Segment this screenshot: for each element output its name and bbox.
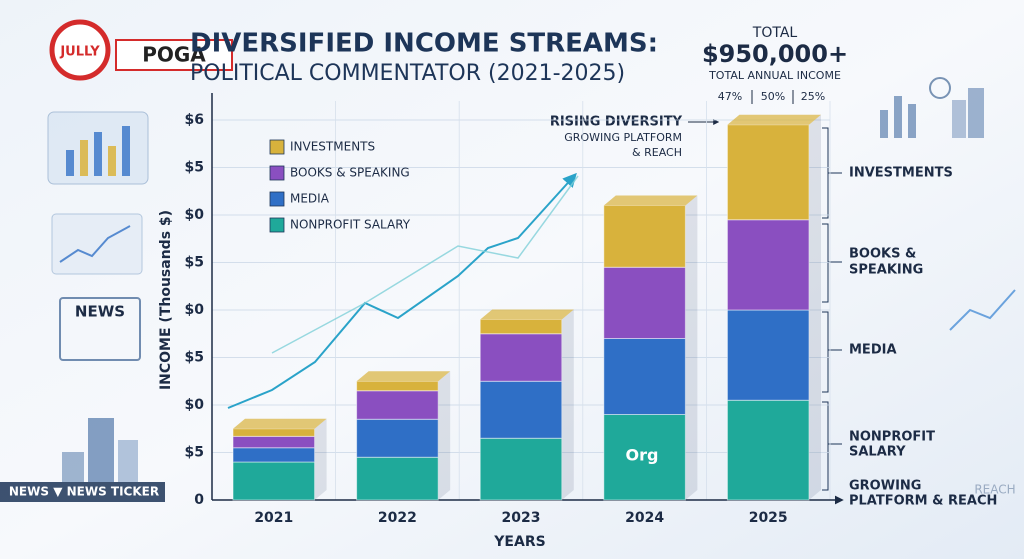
legend-swatch <box>269 139 285 155</box>
total-share: 25% <box>801 90 825 103</box>
bar-side <box>438 371 451 500</box>
side-label: MEDIA <box>849 343 897 358</box>
annotation: & REACH <box>632 146 682 159</box>
bar-segment <box>479 380 563 439</box>
side-label: BOOKS & <box>849 247 916 262</box>
logo-text: POGA <box>142 43 206 67</box>
bar-segment <box>232 447 316 463</box>
right-decor <box>880 77 1016 331</box>
bar-segment <box>603 266 686 339</box>
left-decor <box>0 111 165 502</box>
y-tick-label: $6 <box>185 112 204 128</box>
bar-segment <box>726 399 810 501</box>
legend-swatch <box>269 191 285 207</box>
bar-cap <box>603 195 698 206</box>
total-amount: $950,000+ <box>702 40 848 68</box>
bar-segment <box>356 390 439 420</box>
side-label: GROWING <box>849 479 921 494</box>
bar-segment <box>232 461 316 501</box>
bar-segment <box>726 309 810 401</box>
bar-segment <box>232 428 316 437</box>
x-tick-label: 2023 <box>502 510 541 526</box>
legend-label: NONPROFIT SALARY <box>290 218 411 232</box>
total-share: 47% <box>718 90 742 103</box>
y-tick-label: 0 <box>194 492 204 508</box>
x-tick-label: 2021 <box>254 510 293 526</box>
y-tick-label: $5 <box>185 255 204 271</box>
y-tick-label: $0 <box>185 207 205 223</box>
bar-segment <box>356 456 439 501</box>
icon-text: Org <box>626 446 659 465</box>
bar-segment <box>232 435 316 449</box>
y-tick-label: $5 <box>185 160 204 176</box>
bar-segment <box>356 418 439 458</box>
bar-segment <box>603 414 686 501</box>
y-axis-label: INCOME (Thousands $) <box>158 210 174 390</box>
y-tick-label: $5 <box>185 445 204 461</box>
side-label: NONPROFIT <box>849 430 935 445</box>
annotation: RISING DIVERSITY <box>550 115 683 130</box>
x-tick-label: 2022 <box>378 510 417 526</box>
total-heading: TOTAL <box>752 25 798 41</box>
bar-segment <box>479 319 563 335</box>
chart-title: DIVERSIFIED INCOME STREAMS: <box>190 29 658 59</box>
bar-side <box>808 114 821 500</box>
bar-cap <box>356 371 451 382</box>
logo-ring <box>49 19 111 81</box>
bar-cap <box>480 309 574 320</box>
bar-side <box>685 195 698 500</box>
bar-side <box>561 309 574 500</box>
side-label: SALARY <box>849 445 906 460</box>
bar-segment <box>603 338 686 415</box>
total-share: 50% <box>761 90 785 103</box>
x-tick-label: 2025 <box>749 510 788 526</box>
chart-subtitle: POLITICAL COMMENTATOR (2021-2025) <box>190 61 625 86</box>
annotation: GROWING PLATFORM <box>564 131 682 144</box>
y-tick-label: $0 <box>185 397 205 413</box>
bar-segment <box>479 437 563 501</box>
legend-label: INVESTMENTS <box>290 140 375 154</box>
x-tick-label: 2024 <box>625 510 664 526</box>
side-label: SPEAKING <box>849 263 923 278</box>
y-tick-label: $0 <box>185 302 205 318</box>
logo-text: JULLY <box>59 45 100 60</box>
bar-cap <box>233 418 327 429</box>
x-axis-label: YEARS <box>493 534 545 550</box>
bar-segment <box>726 219 810 311</box>
legend-label: BOOKS & SPEAKING <box>290 166 410 180</box>
plot: 0 $5 $0 $5 $0 $5 $0 $5 $6 2021 2022 2023 2024 2025 INV… <box>185 93 844 526</box>
side-label: PLATFORM & REACH <box>849 494 997 509</box>
legend-label: MEDIA <box>290 192 330 206</box>
news-label: NEWS <box>75 303 125 321</box>
bar-segment <box>479 333 563 382</box>
bar-segment <box>356 380 439 392</box>
bar-segment <box>603 205 686 268</box>
side-label: INVESTMENTS <box>849 166 953 181</box>
bar-cap <box>727 114 821 125</box>
legend-swatch <box>269 217 285 233</box>
bar-segment <box>726 124 810 221</box>
legend-swatch <box>269 165 285 181</box>
y-tick-label: $5 <box>185 350 204 366</box>
news-ticker: NEWS ▼ NEWS TICKER <box>9 485 159 499</box>
logo-box <box>115 39 233 71</box>
bar-side <box>314 418 327 500</box>
trend-decor <box>271 175 579 354</box>
side-label: REACH <box>974 483 1015 497</box>
total-caption: TOTAL ANNUAL INCOME <box>708 69 841 82</box>
trend-decor <box>227 172 577 409</box>
